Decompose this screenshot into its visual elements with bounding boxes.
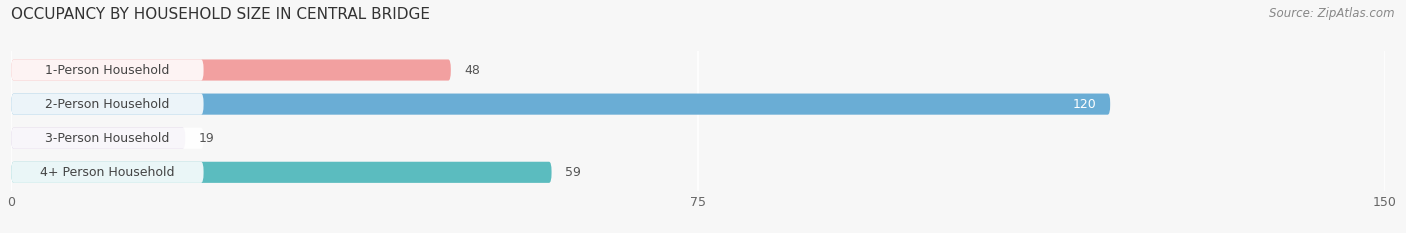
FancyBboxPatch shape bbox=[11, 93, 1111, 115]
Text: 1-Person Household: 1-Person Household bbox=[45, 64, 170, 76]
FancyBboxPatch shape bbox=[11, 59, 204, 81]
Text: 19: 19 bbox=[200, 132, 215, 145]
FancyBboxPatch shape bbox=[11, 93, 204, 115]
Text: Source: ZipAtlas.com: Source: ZipAtlas.com bbox=[1270, 7, 1395, 20]
Text: 3-Person Household: 3-Person Household bbox=[45, 132, 170, 145]
FancyBboxPatch shape bbox=[11, 59, 451, 81]
Text: OCCUPANCY BY HOUSEHOLD SIZE IN CENTRAL BRIDGE: OCCUPANCY BY HOUSEHOLD SIZE IN CENTRAL B… bbox=[11, 7, 430, 22]
FancyBboxPatch shape bbox=[11, 128, 186, 149]
Text: 2-Person Household: 2-Person Household bbox=[45, 98, 170, 111]
Text: 4+ Person Household: 4+ Person Household bbox=[41, 166, 174, 179]
Text: 120: 120 bbox=[1073, 98, 1097, 111]
FancyBboxPatch shape bbox=[11, 162, 204, 183]
Text: 59: 59 bbox=[565, 166, 581, 179]
Text: 48: 48 bbox=[464, 64, 481, 76]
FancyBboxPatch shape bbox=[11, 162, 551, 183]
FancyBboxPatch shape bbox=[11, 128, 204, 149]
